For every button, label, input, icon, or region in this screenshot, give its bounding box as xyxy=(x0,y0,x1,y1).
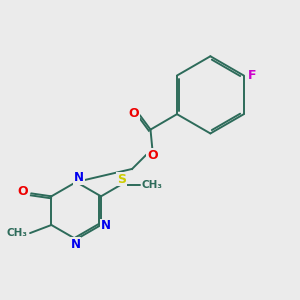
Text: CH₃: CH₃ xyxy=(6,228,27,238)
Text: O: O xyxy=(18,185,28,198)
Text: O: O xyxy=(128,107,139,120)
Text: N: N xyxy=(74,171,84,184)
Text: O: O xyxy=(147,149,158,162)
Text: CH₃: CH₃ xyxy=(142,180,163,190)
Text: N: N xyxy=(70,238,80,251)
Text: N: N xyxy=(100,219,110,232)
Text: S: S xyxy=(117,172,126,185)
Text: F: F xyxy=(248,69,256,82)
